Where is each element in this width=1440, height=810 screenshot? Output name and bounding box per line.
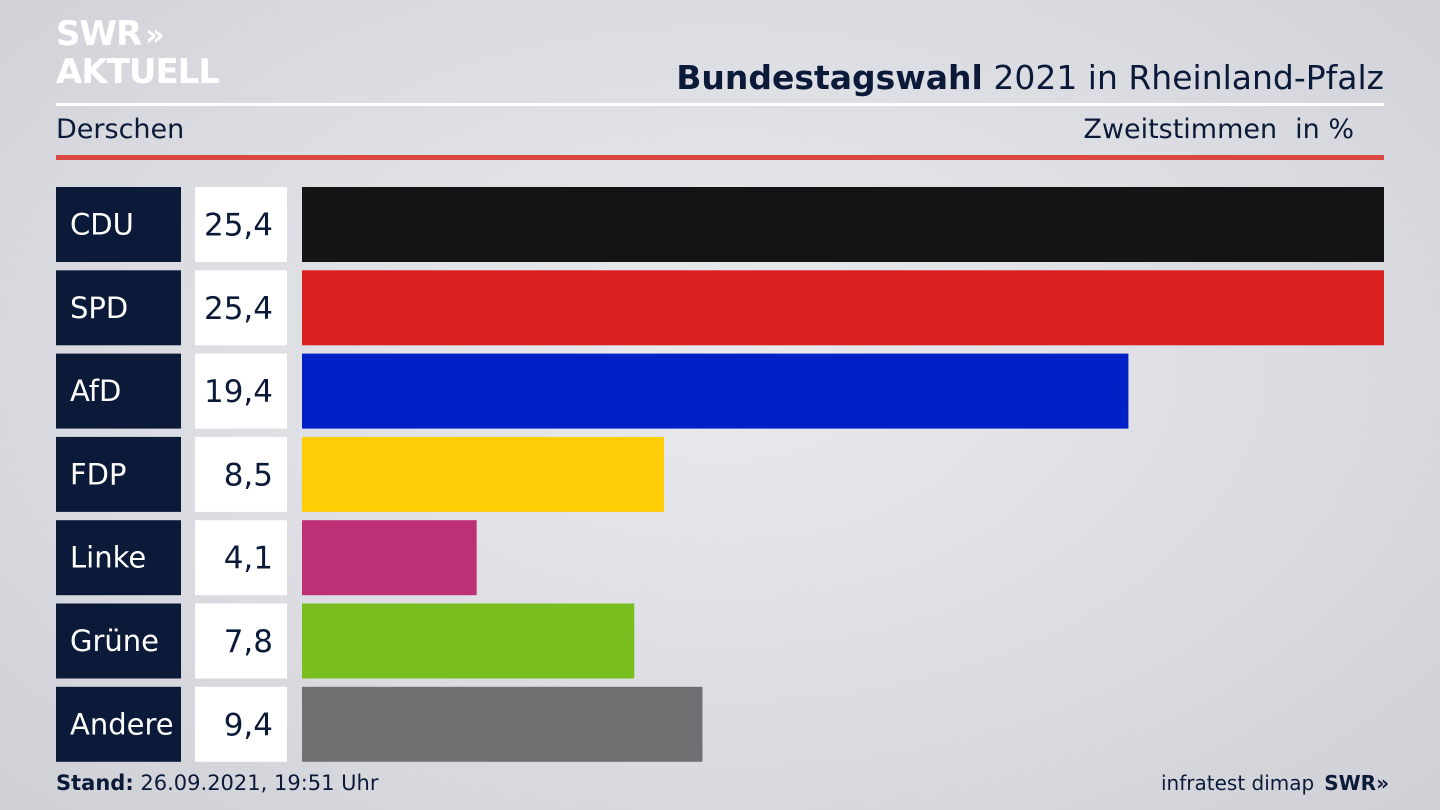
accent-divider bbox=[56, 155, 1384, 160]
value-label-spd: 25,4 bbox=[204, 291, 273, 327]
title-bold: Bundestagswahl bbox=[676, 58, 983, 97]
party-label-linke: Linke bbox=[70, 541, 146, 575]
title-rest: 2021 in Rheinland-Pfalz bbox=[982, 58, 1384, 97]
party-label-box-afd bbox=[56, 353, 181, 429]
value-label-andere: 9,4 bbox=[224, 707, 273, 743]
subtitle-location: Derschen bbox=[56, 114, 185, 145]
value-label-linke: 4,1 bbox=[224, 541, 273, 577]
party-label-box-linke bbox=[56, 520, 181, 596]
bar-spd bbox=[302, 270, 1384, 346]
bar-linke bbox=[302, 520, 477, 596]
value-box-cdu bbox=[195, 187, 287, 262]
party-label-spd: SPD bbox=[70, 291, 128, 325]
stand-value: 26.09.2021, 19:51 Uhr bbox=[133, 771, 379, 795]
measure-unit: in % bbox=[1295, 114, 1354, 145]
value-box-gr-ne bbox=[195, 603, 287, 679]
value-box-afd bbox=[195, 353, 287, 429]
timestamp: Stand: 26.09.2021, 19:51 Uhr bbox=[56, 771, 379, 795]
value-box-spd bbox=[195, 270, 287, 346]
party-label-andere: Andere bbox=[70, 707, 174, 741]
party-label-box-fdp bbox=[56, 436, 181, 512]
party-label-gr-ne: Grüne bbox=[70, 624, 159, 658]
swr-aktuell-logo: SWR» AKTUELL bbox=[56, 14, 220, 92]
bar-fdp bbox=[302, 436, 665, 512]
party-label-fdp: FDP bbox=[70, 457, 127, 491]
value-label-cdu: 25,4 bbox=[204, 208, 273, 244]
bar-cdu bbox=[302, 187, 1384, 262]
value-label-afd: 19,4 bbox=[204, 374, 273, 410]
value-box-fdp bbox=[195, 436, 287, 512]
party-label-afd: AfD bbox=[70, 374, 121, 408]
party-label-box-spd bbox=[56, 270, 181, 346]
value-label-fdp: 8,5 bbox=[224, 457, 273, 493]
party-label-box-gr-ne bbox=[56, 603, 181, 679]
bar-afd bbox=[302, 353, 1129, 429]
swr-arrows-icon: » bbox=[1376, 771, 1389, 795]
value-box-linke bbox=[195, 520, 287, 596]
party-label-box-cdu bbox=[56, 187, 181, 262]
swr-logo-small: SWR bbox=[1324, 771, 1377, 795]
bar-gr-ne bbox=[302, 603, 635, 679]
value-box-andere bbox=[195, 686, 287, 762]
value-label-gr-ne: 7,8 bbox=[224, 624, 273, 660]
measure-name: Zweitstimmen bbox=[1083, 114, 1278, 145]
measure-label: Zweitstimmen in % bbox=[1083, 114, 1354, 145]
bar-andere bbox=[302, 686, 703, 762]
party-label-box-andere bbox=[56, 686, 181, 762]
page-title: Bundestagswahl 2021 in Rheinland-Pfalz bbox=[676, 58, 1384, 97]
party-label-cdu: CDU bbox=[70, 208, 134, 242]
source-label: infratest dimap bbox=[1161, 771, 1315, 795]
stand-label: Stand: bbox=[56, 771, 134, 795]
header-divider bbox=[56, 103, 1384, 106]
source-credit: infratest dimap SWR» bbox=[1161, 771, 1389, 795]
